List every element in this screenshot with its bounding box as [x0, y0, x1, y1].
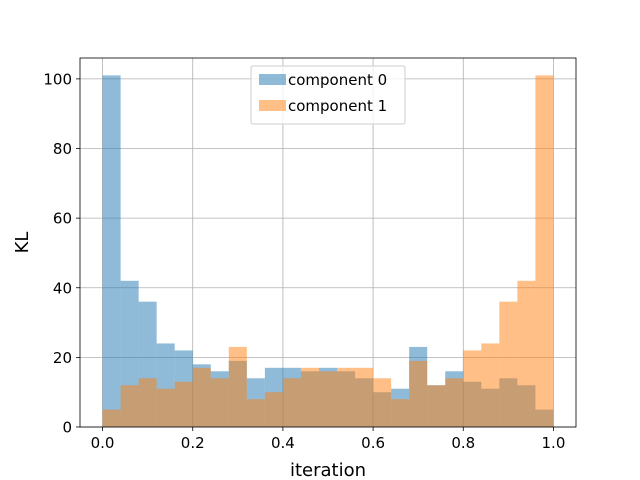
y-tick-label: 80 — [53, 140, 72, 158]
histogram-bar-component-1 — [517, 280, 536, 427]
legend-label-component-0: component 0 — [288, 71, 387, 89]
histogram-bar-component-1 — [445, 378, 464, 427]
histogram-bar-component-1 — [102, 409, 121, 427]
histogram-bar-component-1 — [210, 378, 229, 427]
histogram-bar-component-1 — [318, 371, 338, 427]
histogram-bar-component-1 — [300, 367, 319, 427]
histogram-bar-component-1 — [138, 378, 157, 427]
histogram-bar-component-1 — [282, 378, 301, 427]
x-tick-label: 0.0 — [91, 434, 115, 452]
legend: component 0 component 1 — [250, 65, 406, 125]
histogram-bar-component-1 — [499, 301, 518, 427]
histogram-bar-component-0 — [102, 75, 121, 427]
histogram-bar-component-1 — [463, 350, 482, 427]
histogram-bar-component-1 — [535, 75, 554, 427]
histogram-bar-component-1 — [174, 381, 193, 427]
x-axis-ticks: 0.0 0.2 0.4 0.6 0.8 1.0 — [91, 427, 566, 452]
x-tick-label: 0.6 — [361, 434, 385, 452]
histogram-bar-component-1 — [481, 343, 500, 427]
legend-box — [250, 65, 406, 125]
x-tick-label: 0.2 — [181, 434, 205, 452]
x-axis-label: iteration — [290, 460, 366, 480]
y-tick-label: 40 — [53, 279, 72, 297]
legend-swatch-component-0 — [259, 74, 286, 85]
x-tick-label: 0.4 — [271, 434, 295, 452]
x-tick-label: 1.0 — [542, 434, 566, 452]
histogram-bar-component-1 — [156, 388, 175, 427]
y-tick-label: 100 — [43, 70, 72, 88]
histogram-bar-component-1 — [120, 385, 139, 427]
legend-swatch-component-1 — [259, 100, 286, 111]
histogram-bar-component-1 — [373, 378, 392, 427]
y-axis-label: KL — [12, 232, 33, 254]
histogram-bar-component-1 — [409, 360, 428, 427]
legend-label-component-1: component 1 — [288, 97, 387, 115]
y-tick-label: 20 — [53, 349, 72, 367]
histogram-bar-component-1 — [228, 346, 247, 427]
histogram-bar-component-1 — [355, 367, 374, 427]
histogram-bar-component-1 — [391, 399, 410, 427]
histogram-bars — [102, 75, 554, 427]
histogram-bar-component-1 — [192, 367, 211, 427]
y-axis-ticks: 0 20 40 60 80 100 — [43, 70, 80, 437]
histogram-bar-component-1 — [246, 399, 265, 427]
histogram-bar-component-1 — [337, 367, 356, 427]
x-tick-label: 0.8 — [451, 434, 475, 452]
histogram-bar-component-1 — [264, 392, 283, 427]
plot-frame — [79, 57, 577, 428]
histogram-bar-component-1 — [427, 385, 446, 427]
y-tick-label: 60 — [53, 210, 72, 228]
y-tick-label: 0 — [62, 419, 72, 437]
